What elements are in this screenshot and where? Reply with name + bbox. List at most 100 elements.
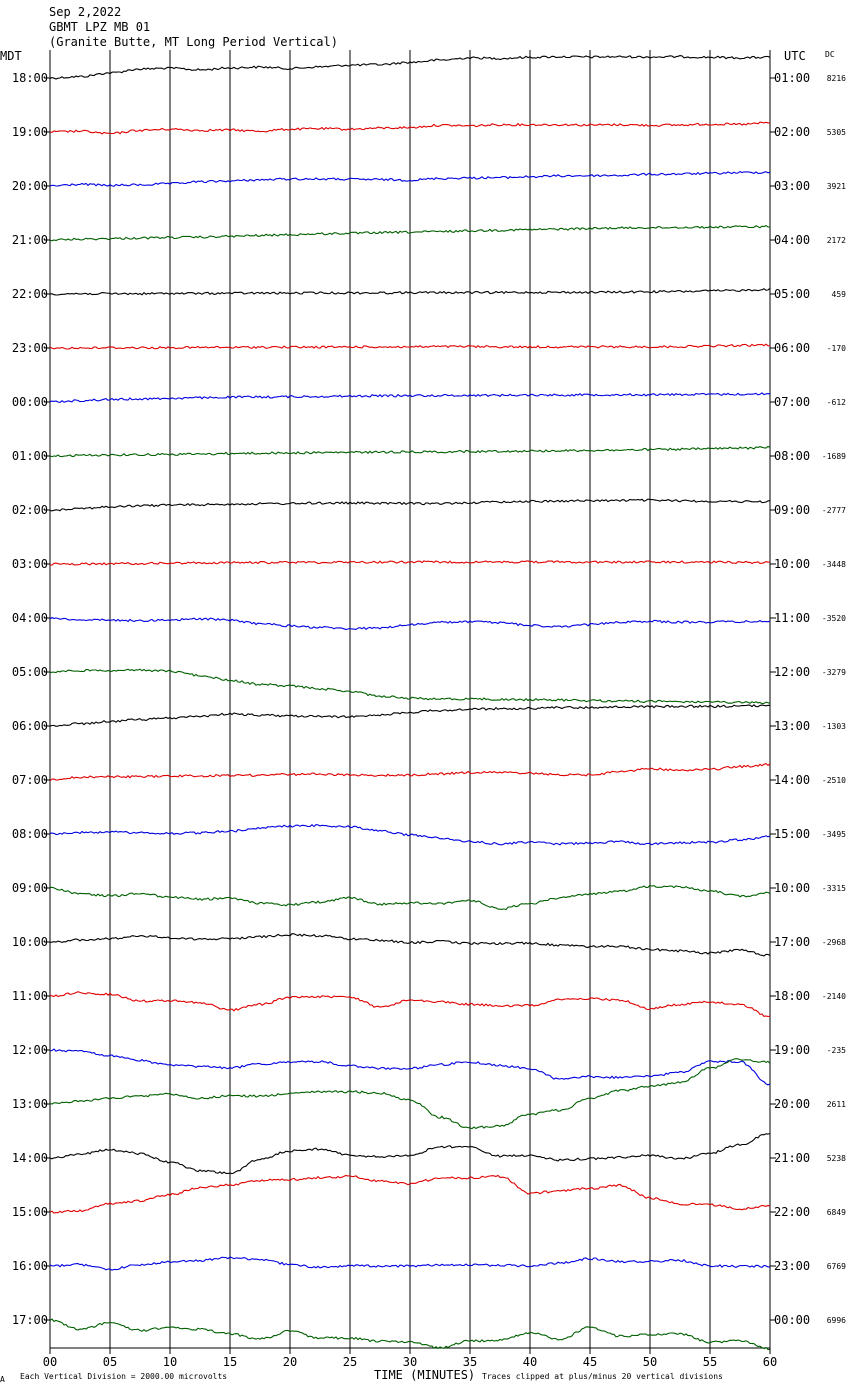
left-time-label: 20:00 [12, 179, 48, 193]
right-time-label: 13:00 [774, 719, 810, 733]
left-time-label: 02:00 [12, 503, 48, 517]
x-tick-label: 00 [43, 1355, 57, 1369]
x-axis: 00 05 10 15 20 25 30 35 40 45 50 55 60 [43, 1348, 777, 1369]
trace-line [49, 121, 771, 135]
left-time-label: 09:00 [12, 881, 48, 895]
trace-line [49, 1058, 771, 1130]
dc-offset-labels: 8216 5305 3921 2172 459 -170 -612 -1689 -2777 -34… [822, 74, 846, 1325]
right-time-label: 05:00 [774, 287, 810, 301]
trace-line [49, 616, 771, 631]
trace-line [49, 991, 771, 1018]
right-time-labels: 01:00 02:00 03:00 04:00 05:00 06:00 07:00 08:00… [770, 71, 810, 1327]
dc-offset-label: 2611 [827, 1100, 846, 1109]
left-time-label: 04:00 [12, 611, 48, 625]
trace-line [49, 823, 771, 846]
right-time-label: 02:00 [774, 125, 810, 139]
left-time-label: 13:00 [12, 1097, 48, 1111]
clip-note: Traces clipped at plus/minus 20 vertical… [482, 1372, 723, 1381]
x-tick-label: 55 [703, 1355, 717, 1369]
seismic-traces [49, 55, 771, 1351]
left-time-label: 07:00 [12, 773, 48, 787]
right-time-label: 21:00 [774, 1151, 810, 1165]
left-time-labels: 18:00 19:00 20:00 21:00 22:00 23:00 00:00 01:00… [12, 71, 50, 1327]
left-time-label: 03:00 [12, 557, 48, 571]
left-time-label: 01:00 [12, 449, 48, 463]
dc-offset-label: -3495 [822, 830, 846, 839]
right-timezone-label: UTC [784, 49, 806, 63]
station-label: GBMT LPZ MB 01 [49, 20, 150, 34]
dc-offset-label: -2510 [822, 776, 846, 785]
dc-offset-label: -2777 [822, 506, 846, 515]
x-tick-label: 50 [643, 1355, 657, 1369]
trace-line [49, 445, 771, 458]
x-tick-label: 60 [763, 1355, 777, 1369]
dc-offset-label: 2172 [827, 236, 846, 245]
trace-line [49, 884, 771, 911]
x-tick-label: 15 [223, 1355, 237, 1369]
trace-line [49, 392, 771, 403]
trace-line [49, 1132, 771, 1175]
left-time-label: 11:00 [12, 989, 48, 1003]
left-timezone-label: MDT [0, 49, 22, 63]
x-tick-label: 35 [463, 1355, 477, 1369]
x-tick-label: 10 [163, 1355, 177, 1369]
dc-offset-label: 8216 [827, 74, 846, 83]
left-time-label: 16:00 [12, 1259, 48, 1273]
trace-line [49, 704, 771, 727]
dc-offset-label: -3448 [822, 560, 846, 569]
dc-offset-label: 459 [832, 290, 847, 299]
right-time-label: 08:00 [774, 449, 810, 463]
x-tick-label: 30 [403, 1355, 417, 1369]
x-tick-label: 45 [583, 1355, 597, 1369]
left-time-label: 15:00 [12, 1205, 48, 1219]
left-time-label: 17:00 [12, 1313, 48, 1327]
dc-offset-label: -235 [827, 1046, 846, 1055]
right-time-label: 12:00 [774, 665, 810, 679]
dc-offset-label: 5305 [827, 128, 846, 137]
dc-offset-label: 6769 [827, 1262, 846, 1271]
trace-line [49, 668, 771, 705]
right-time-label: 07:00 [774, 395, 810, 409]
dc-offset-label: -170 [827, 344, 846, 353]
trace-line [49, 498, 771, 512]
right-time-label: 20:00 [774, 1097, 810, 1111]
x-tick-label: 20 [283, 1355, 297, 1369]
right-time-label: 22:00 [774, 1205, 810, 1219]
left-time-label: 19:00 [12, 125, 48, 139]
right-time-label: 10:00 [774, 881, 810, 895]
left-time-label: 23:00 [12, 341, 48, 355]
dc-offset-label: -3520 [822, 614, 846, 623]
dc-offset-label: -3315 [822, 884, 846, 893]
left-time-label: 08:00 [12, 827, 48, 841]
trace-line [49, 1048, 771, 1086]
trace-line [49, 1318, 771, 1351]
scale-note: Each Vertical Division = 2000.00 microvo… [20, 1372, 227, 1381]
trace-line [49, 933, 771, 957]
trace-line [49, 170, 771, 187]
left-time-label: 18:00 [12, 71, 48, 85]
date-label: Sep 2,2022 [49, 5, 121, 19]
dc-offset-label: 3921 [827, 182, 846, 191]
left-time-label: 12:00 [12, 1043, 48, 1057]
right-time-label: 09:00 [774, 503, 810, 517]
left-time-label: 00:00 [12, 395, 48, 409]
right-time-label: 00:00 [774, 1313, 810, 1327]
trace-line [49, 287, 771, 296]
x-tick-label: 25 [343, 1355, 357, 1369]
station-description: (Granite Butte, MT Long Period Vertical) [49, 35, 338, 49]
right-time-label: 19:00 [774, 1043, 810, 1057]
dc-offset-label: -1303 [822, 722, 846, 731]
left-time-label: 22:00 [12, 287, 48, 301]
trace-line [49, 55, 771, 80]
dc-offset-label: 5238 [827, 1154, 846, 1163]
right-time-label: 11:00 [774, 611, 810, 625]
dc-offset-label: -3279 [822, 668, 846, 677]
left-time-label: 05:00 [12, 665, 48, 679]
left-time-label: 06:00 [12, 719, 48, 733]
trace-line [49, 1174, 771, 1214]
trace-line [49, 1256, 770, 1271]
right-time-label: 10:00 [774, 557, 810, 571]
logo-mark: A [0, 1375, 5, 1384]
right-time-label: 04:00 [774, 233, 810, 247]
